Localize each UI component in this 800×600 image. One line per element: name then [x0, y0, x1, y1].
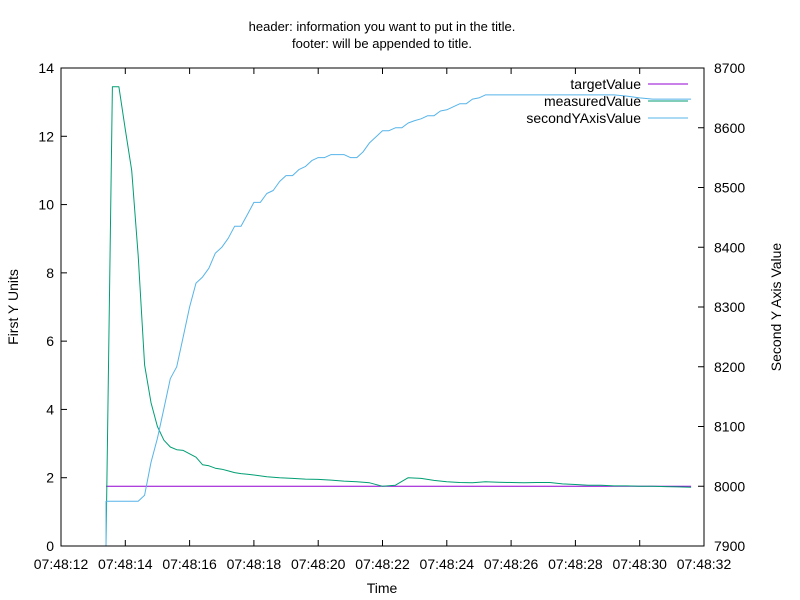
chart-title-line-2: footer: will be appended to title.: [292, 36, 472, 51]
series-line-secondYAxisValue: [105, 94, 692, 546]
y-left-tick-label: 2: [46, 470, 54, 486]
legend-label-second: secondYAxisValue: [526, 110, 641, 126]
series-layer: [105, 86, 692, 547]
x-tick-label: 07:48:24: [420, 556, 475, 572]
y-left-tick-label: 8: [46, 265, 54, 281]
y-left-tick-label: 14: [38, 60, 54, 76]
y-left-tick-label: 6: [46, 333, 54, 349]
y-left-tick-label: 10: [38, 197, 54, 213]
x-tick-label: 07:48:30: [612, 556, 667, 572]
chart-title-line-1: header: information you want to put in t…: [249, 19, 516, 34]
x-tick-label: 07:48:16: [162, 556, 217, 572]
series-line-measuredValue: [105, 86, 692, 547]
y-right-tick-label: 8600: [714, 120, 745, 136]
y-right-tick-label: 8200: [714, 359, 745, 375]
x-tick-label: 07:48:12: [34, 556, 89, 572]
y-right-tick-label: 8700: [714, 60, 745, 76]
x-tick-label: 07:48:26: [484, 556, 539, 572]
y-axis-right-label: Second Y Axis Value: [768, 243, 784, 372]
y-left-tick-label: 4: [46, 401, 54, 417]
x-tick-label: 07:48:32: [677, 556, 732, 572]
legend-label-target: targetValue: [570, 76, 641, 92]
x-tick-label: 07:48:14: [98, 556, 153, 572]
x-tick-label: 07:48:20: [291, 556, 346, 572]
x-axis-label: Time: [367, 580, 398, 596]
x-tick-label: 07:48:28: [548, 556, 603, 572]
ticks-layer: 07:48:12 07:48:14 07:48:16 07:48:18 07:48:20…: [34, 60, 746, 572]
y-right-tick-label: 7900: [714, 538, 745, 554]
plot-border: [60, 67, 705, 547]
y-left-tick-label: 12: [38, 128, 54, 144]
y-right-tick-label: 8300: [714, 299, 745, 315]
x-tick-label: 07:48:18: [227, 556, 282, 572]
x-tick-label: 07:48:22: [355, 556, 410, 572]
y-right-tick-label: 8000: [714, 478, 745, 494]
legend-label-measured: measuredValue: [544, 93, 641, 109]
y-right-tick-label: 8500: [714, 180, 745, 196]
y-axis-left-label: First Y Units: [5, 269, 21, 345]
y-right-tick-label: 8100: [714, 419, 745, 435]
legend: targetValue measuredValue secondYAxisVal…: [526, 76, 688, 126]
y-right-tick-label: 8400: [714, 239, 745, 255]
y-left-tick-label: 0: [46, 538, 54, 554]
